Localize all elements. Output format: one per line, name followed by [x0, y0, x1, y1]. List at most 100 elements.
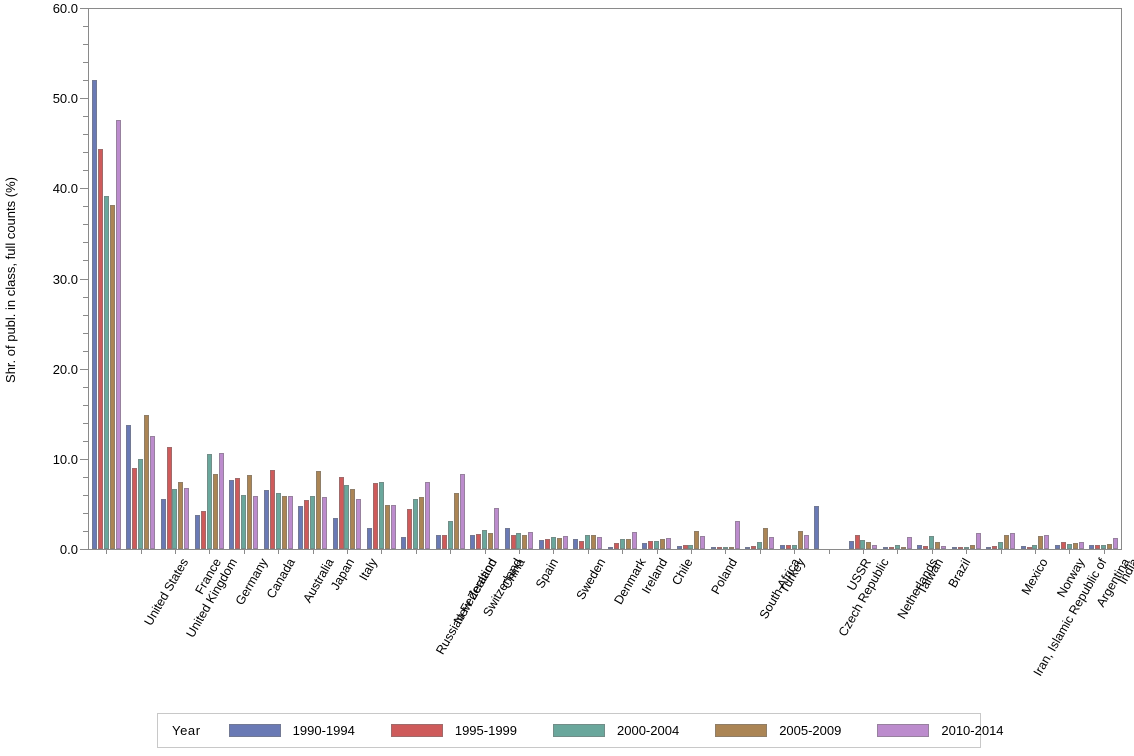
bar[interactable] [573, 539, 579, 549]
bar[interactable] [310, 495, 316, 549]
bar[interactable] [103, 195, 109, 549]
bar[interactable] [992, 546, 998, 549]
bar[interactable] [763, 528, 769, 549]
bar[interactable] [206, 454, 212, 549]
bar[interactable] [229, 479, 235, 549]
bar[interactable] [459, 474, 465, 549]
bar[interactable] [1060, 541, 1066, 549]
bar[interactable] [1113, 538, 1119, 549]
bar[interactable] [779, 545, 785, 549]
bar[interactable] [441, 535, 447, 549]
bar[interactable] [390, 504, 396, 549]
bar[interactable] [384, 504, 390, 549]
bar[interactable] [482, 530, 488, 549]
bar[interactable] [797, 530, 803, 549]
bar[interactable] [332, 518, 338, 549]
bar[interactable] [900, 547, 906, 549]
legend-item[interactable]: 2000-2004 [553, 723, 679, 738]
bar[interactable] [212, 474, 218, 549]
bar[interactable] [814, 505, 820, 549]
bar[interactable] [1032, 545, 1038, 549]
bar[interactable] [597, 537, 603, 549]
bar[interactable] [344, 484, 350, 549]
bar[interactable] [550, 537, 556, 549]
bar[interactable] [1003, 534, 1009, 549]
bar[interactable] [751, 546, 757, 549]
bar[interactable] [315, 471, 321, 549]
bar[interactable] [562, 536, 568, 549]
bar[interactable] [1055, 544, 1061, 549]
bar[interactable] [235, 477, 241, 549]
bar[interactable] [665, 538, 671, 549]
bar[interactable] [510, 534, 516, 549]
bar[interactable] [556, 538, 562, 549]
bar[interactable] [195, 514, 201, 549]
bar[interactable] [866, 541, 872, 549]
bar[interactable] [453, 493, 459, 549]
bar[interactable] [654, 540, 660, 549]
bar[interactable] [888, 547, 894, 549]
bar[interactable] [109, 205, 115, 549]
bar[interactable] [178, 482, 184, 549]
bar[interactable] [613, 542, 619, 549]
bar[interactable] [894, 545, 900, 549]
bar[interactable] [281, 495, 287, 549]
bar[interactable] [263, 490, 269, 549]
bar[interactable] [951, 547, 957, 549]
bar[interactable] [356, 499, 362, 549]
bar[interactable] [941, 546, 947, 549]
bar[interactable] [350, 488, 356, 549]
bar[interactable] [516, 532, 522, 549]
bar[interactable] [785, 545, 791, 549]
bar[interactable] [287, 495, 293, 549]
bar[interactable] [407, 509, 413, 549]
bar[interactable] [917, 544, 923, 549]
bar[interactable] [975, 532, 981, 549]
legend-item[interactable]: 1995-1999 [390, 723, 517, 738]
bar[interactable] [1020, 546, 1026, 549]
bar[interactable] [883, 547, 889, 549]
bar[interactable] [476, 533, 482, 549]
bar[interactable] [247, 475, 253, 549]
bar[interactable] [143, 414, 149, 549]
bar[interactable] [711, 547, 717, 549]
bar[interactable] [619, 539, 625, 549]
bar[interactable] [1044, 535, 1050, 549]
bar[interactable] [367, 528, 373, 549]
bar[interactable] [722, 547, 728, 549]
bar[interactable] [769, 537, 775, 549]
bar[interactable] [957, 547, 963, 549]
bar[interactable] [338, 476, 344, 549]
bar[interactable] [200, 511, 206, 549]
bar[interactable] [998, 541, 1004, 549]
legend-item[interactable]: 1990-1994 [228, 723, 355, 738]
bar[interactable] [757, 541, 763, 549]
bar[interactable] [447, 521, 453, 549]
bar[interactable] [631, 531, 637, 549]
bar[interactable] [97, 148, 103, 549]
bar[interactable] [745, 547, 751, 549]
bar[interactable] [791, 544, 797, 549]
bar[interactable] [734, 521, 740, 549]
bar[interactable] [607, 547, 613, 549]
bar[interactable] [470, 534, 476, 549]
bar[interactable] [218, 452, 224, 549]
bar[interactable] [493, 507, 499, 549]
bar[interactable] [923, 546, 929, 549]
bar[interactable] [413, 499, 419, 549]
bar[interactable] [716, 547, 722, 549]
bar[interactable] [275, 493, 281, 549]
bar[interactable] [906, 537, 912, 549]
bar[interactable] [1026, 547, 1032, 549]
legend-item[interactable]: 2005-2009 [715, 723, 841, 738]
bar[interactable] [504, 528, 510, 549]
bar[interactable] [372, 483, 378, 549]
bar[interactable] [166, 447, 172, 549]
bar[interactable] [91, 80, 97, 549]
bar[interactable] [522, 534, 528, 549]
bar[interactable] [138, 458, 144, 549]
bar[interactable] [419, 496, 425, 549]
bar[interactable] [401, 537, 407, 549]
bar[interactable] [172, 488, 178, 549]
bar[interactable] [676, 546, 682, 549]
